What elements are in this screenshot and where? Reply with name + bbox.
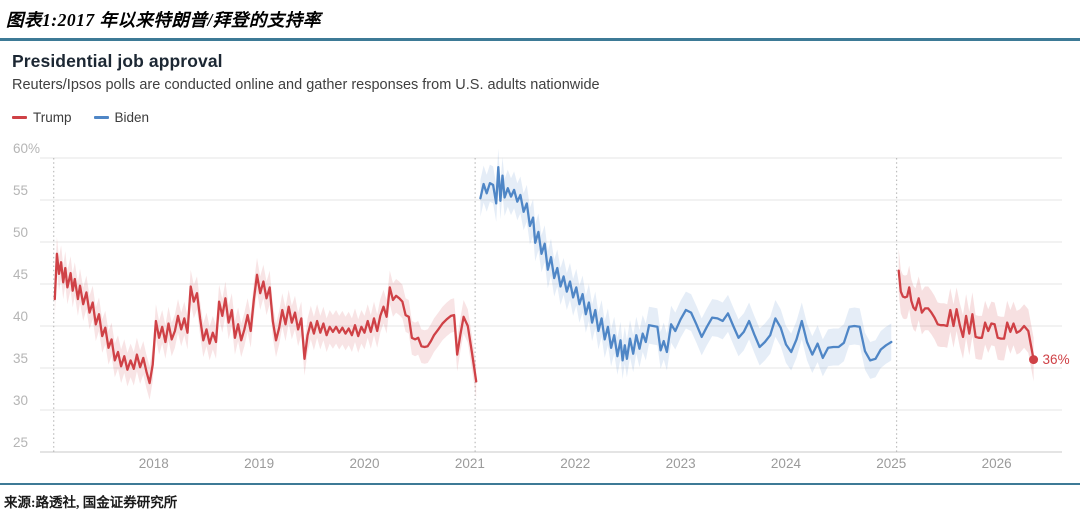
- approval-chart: 60% 55 50 45 40 35 30 25 2018 2019 2020 2021 2022 202…: [0, 131, 1080, 481]
- figure-header: 图表1:2017 年以来特朗普/拜登的支持率: [0, 0, 1080, 38]
- trump-confidence-band: [54, 237, 477, 400]
- legend-label-biden: Biden: [114, 110, 150, 125]
- x-tick-label-2020: 2020: [349, 456, 379, 471]
- end-value-label: 36%: [1043, 352, 1070, 367]
- x-tick-label-2026: 2026: [982, 456, 1012, 471]
- x-tick-label-2025: 2025: [876, 456, 906, 471]
- chart-title: Presidential job approval: [12, 51, 223, 71]
- trump-2nd-term-line: [897, 269, 1035, 361]
- y-tick-label-40: 40: [13, 309, 28, 324]
- x-tick-label-2021: 2021: [455, 456, 485, 471]
- y-tick-label-25: 25: [13, 435, 28, 450]
- footer-rule: [0, 483, 1080, 485]
- top-rule: [0, 38, 1080, 41]
- y-tick-label-35: 35: [13, 351, 28, 366]
- legend-item-trump: Trump: [12, 110, 72, 125]
- x-tick-label-2018: 2018: [139, 456, 169, 471]
- y-tick-label-60: 60%: [13, 141, 40, 156]
- biden-line-swatch: [93, 116, 109, 119]
- end-value-dot: [1029, 355, 1039, 365]
- biden-confidence-band: [480, 148, 892, 379]
- x-tick-label-2022: 2022: [560, 456, 590, 471]
- biden-line: [479, 166, 893, 362]
- source-note: 来源:路透社, 国金证券研究所: [4, 495, 178, 510]
- y-tick-label-45: 45: [13, 267, 28, 282]
- figure-title: 图表1:2017 年以来特朗普/拜登的支持率: [6, 10, 321, 30]
- x-tick-label-2023: 2023: [666, 456, 696, 471]
- legend-label-trump: Trump: [33, 110, 72, 125]
- y-tick-label-55: 55: [13, 183, 28, 198]
- trump-line-swatch: [12, 116, 27, 119]
- legend-item-biden: Biden: [93, 110, 150, 125]
- legend: Trump Biden: [12, 110, 1080, 125]
- x-tick-label-2024: 2024: [771, 456, 802, 471]
- chart-card: Presidential job approval Reuters/Ipsos …: [0, 41, 1080, 481]
- approval-chart-svg: 60% 55 50 45 40 35 30 25 2018 2019 2020 2021 2022 202…: [13, 141, 1070, 471]
- trump-line: [53, 252, 478, 385]
- chart-subtitle: Reuters/Ipsos polls are conducted online…: [12, 77, 600, 93]
- x-tick-label-2019: 2019: [244, 456, 274, 471]
- y-tick-label-30: 30: [13, 393, 28, 408]
- y-tick-label-50: 50: [13, 225, 28, 240]
